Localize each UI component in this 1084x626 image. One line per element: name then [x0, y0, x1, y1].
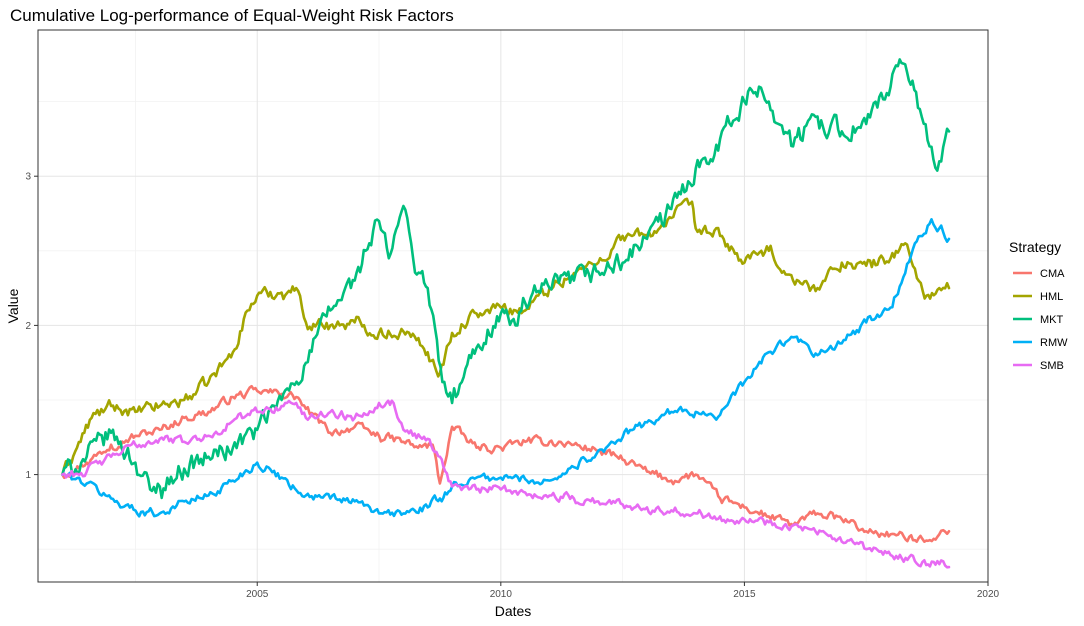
plot-border	[37, 29, 989, 583]
legend: Strategy CMA HML MKT RMW SMB	[1009, 239, 1068, 372]
legend-label-smb: SMB	[1040, 360, 1064, 372]
series-line-rmw	[61, 218, 951, 518]
y-tick-label: 3	[25, 172, 31, 183]
series-line-smb	[61, 399, 951, 569]
legend-title: Strategy	[1009, 239, 1061, 255]
series-lines	[61, 58, 951, 569]
y-tick-label: 1	[25, 470, 31, 481]
series-line-cma	[61, 384, 951, 543]
x-tick-label: 2020	[977, 589, 1000, 600]
plot-panel	[38, 30, 988, 582]
legend-label-cma: CMA	[1040, 268, 1065, 280]
legend-label-hml: HML	[1040, 291, 1063, 303]
y-axis-title: Value	[5, 288, 21, 323]
legend-label-rmw: RMW	[1040, 337, 1068, 349]
chart-title: Cumulative Log-performance of Equal-Weig…	[10, 6, 454, 25]
x-tick-label: 2010	[490, 589, 513, 600]
y-tick-label: 2	[25, 321, 31, 332]
axis-ticks: 2005 2010 2015 2020 1 2 3	[25, 172, 999, 600]
legend-label-mkt: MKT	[1040, 314, 1064, 326]
series-line-hml	[61, 197, 951, 476]
x-tick-label: 2005	[246, 589, 269, 600]
x-tick-label: 2015	[733, 589, 756, 600]
x-axis-title: Dates	[495, 603, 532, 619]
series-line-mkt	[61, 58, 951, 500]
